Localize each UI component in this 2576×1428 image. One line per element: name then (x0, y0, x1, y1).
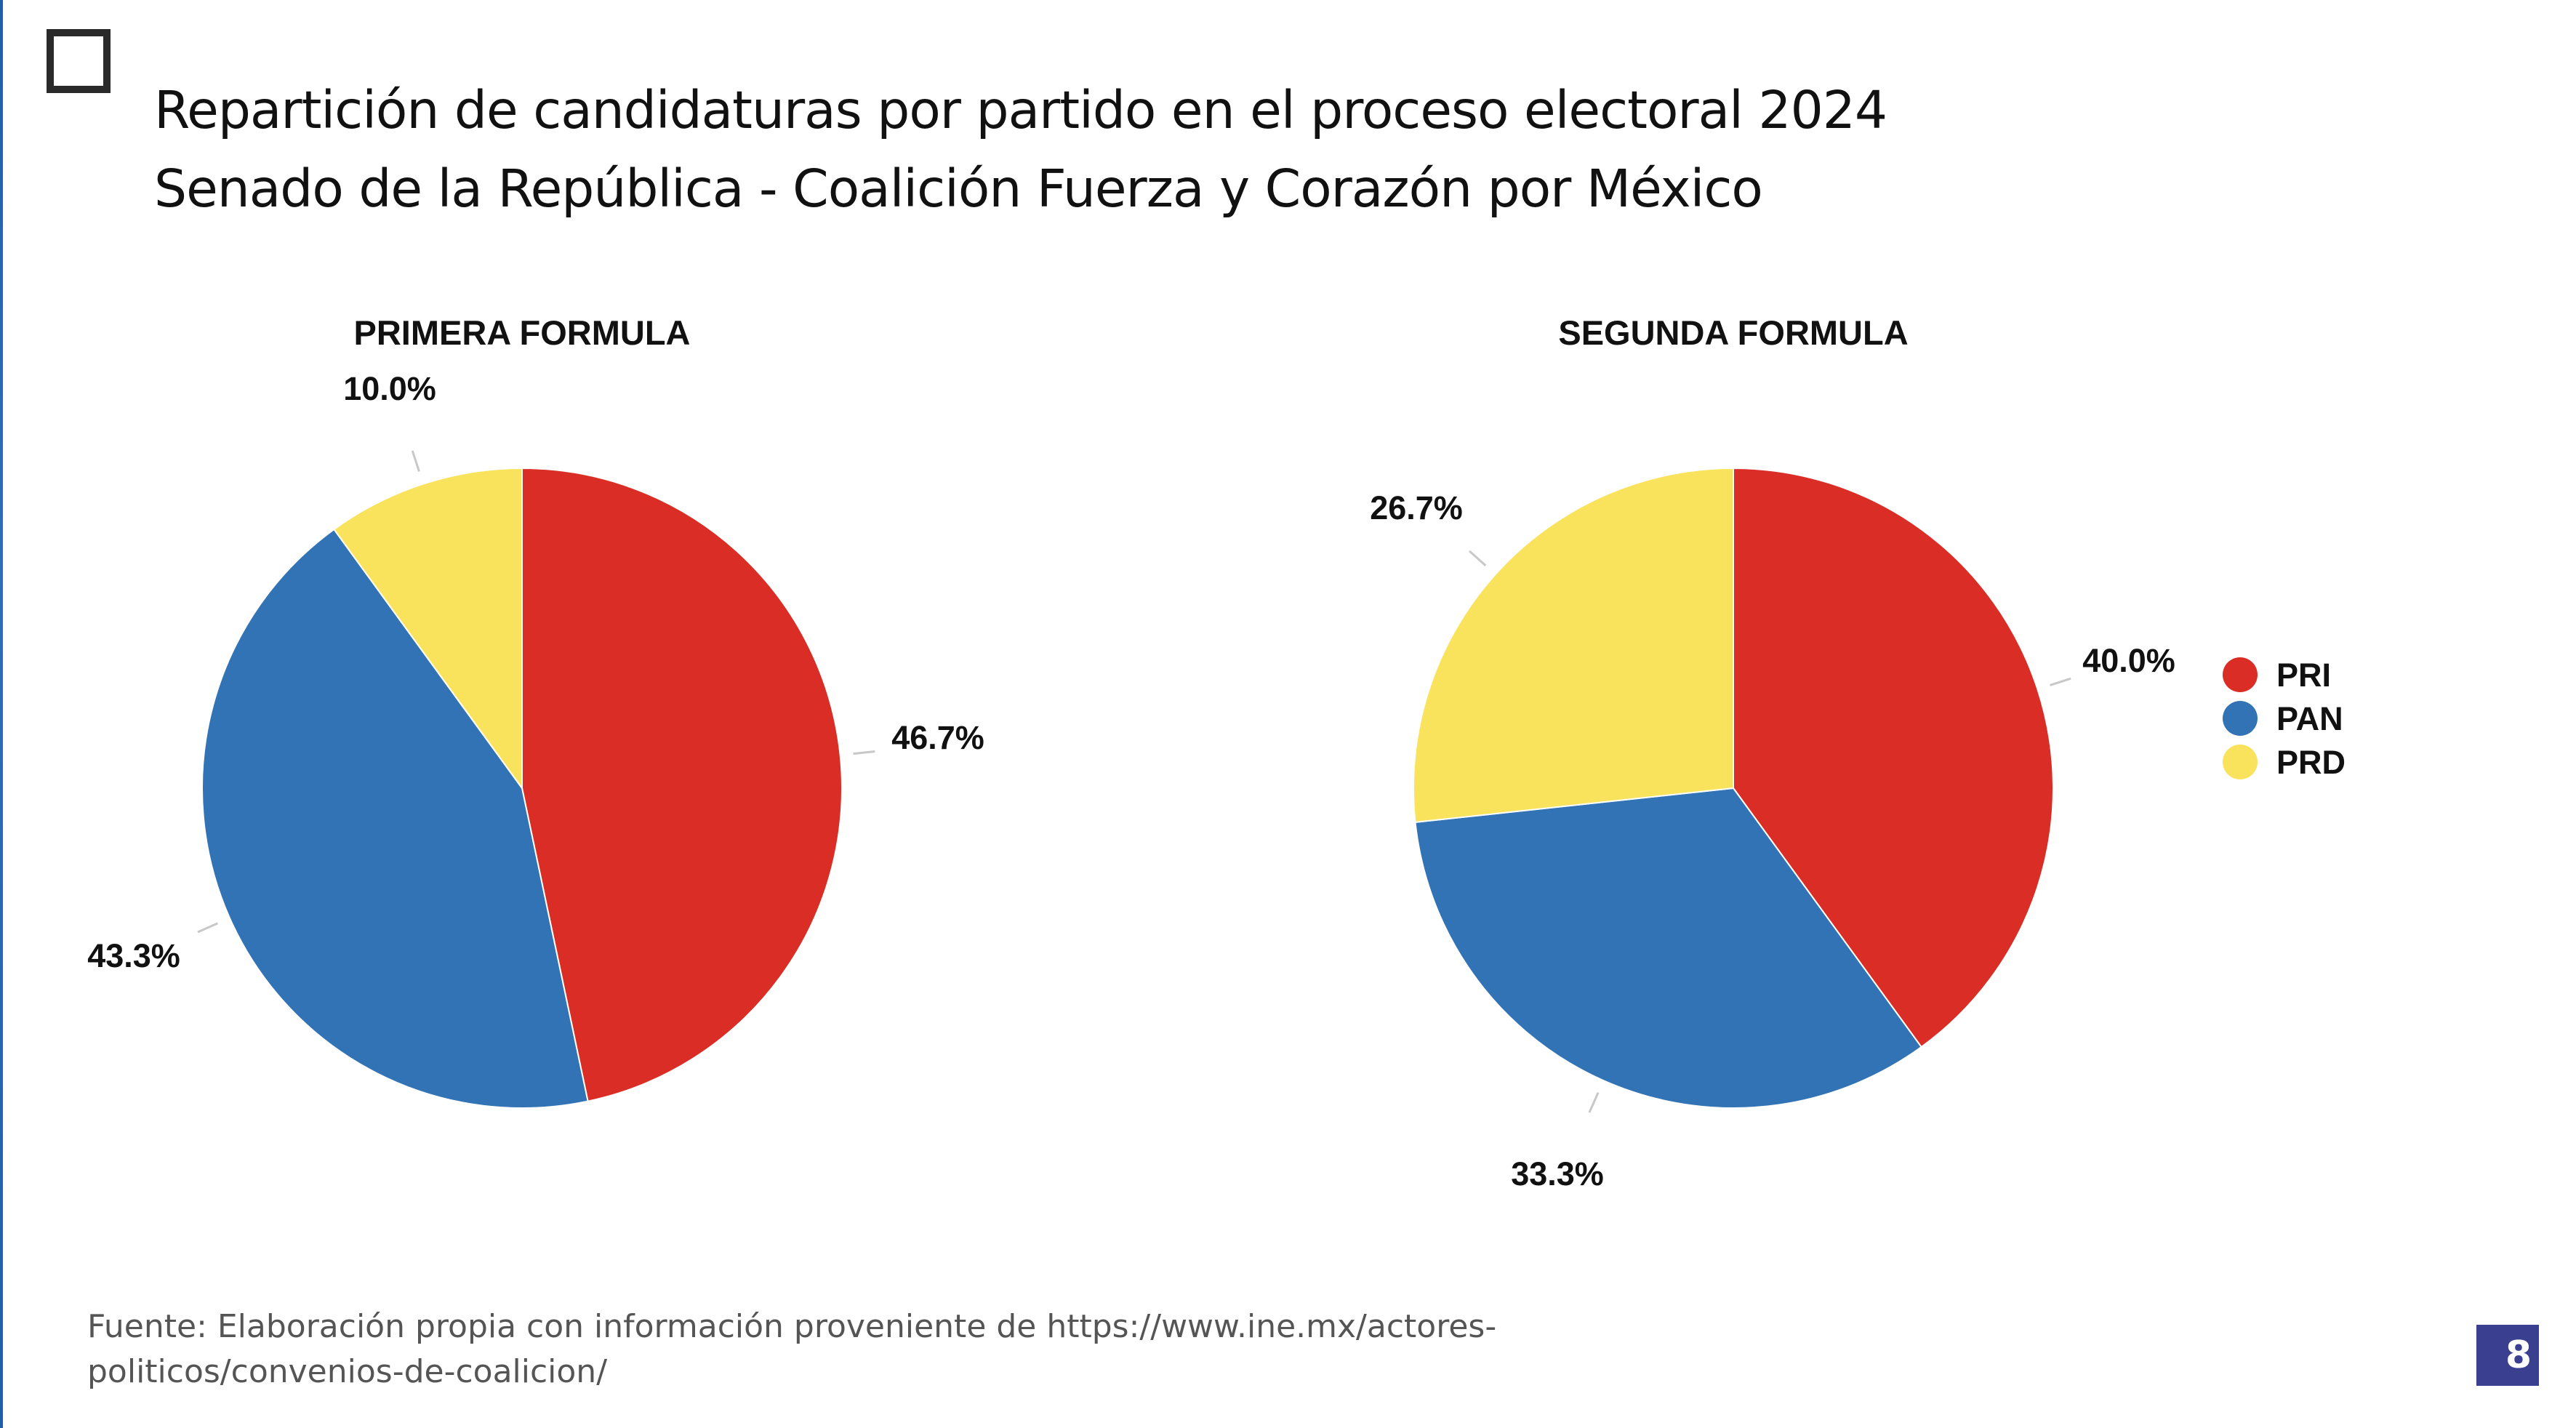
slide-left-edge (0, 0, 3, 1428)
legend-swatch-prd (2223, 745, 2258, 779)
checkbox-icon[interactable] (47, 29, 111, 93)
leader-line-prd (1469, 550, 1487, 567)
data-label-pan: 43.3% (87, 937, 180, 974)
leader-line-pan (197, 922, 219, 934)
legend-label-pan: PAN (2276, 700, 2343, 737)
pie-slice-prd (332, 467, 523, 791)
data-label-pri: 40.0% (2082, 642, 2175, 679)
leader-line-pri (853, 750, 875, 755)
chart-title-2: SEGUNDA FORMULA (1558, 313, 1908, 352)
pie-slice-prd (1413, 467, 1734, 824)
pie-slice-pan (201, 528, 589, 1109)
leader-line-prd (411, 450, 420, 472)
slide-title: Repartición de candidaturas por partido … (154, 71, 1887, 228)
source-line-1: Fuente: Elaboración propia con informaci… (87, 1308, 1497, 1345)
leader-line-pan (1588, 1091, 1600, 1113)
pie-slice-pan (1414, 787, 1923, 1110)
data-label-pri: 46.7% (891, 719, 984, 756)
legend-label-prd: PRD (2276, 744, 2346, 781)
source-line-2: politicos/convenios-de-coalicion/ (87, 1353, 608, 1390)
source-note: Fuente: Elaboración propia con informaci… (87, 1304, 1541, 1395)
pie-slice-pri (521, 467, 843, 1102)
page-number: 8 (2476, 1325, 2539, 1386)
data-label-prd: 10.0% (343, 370, 436, 407)
title-line-2: Senado de la República - Coalición Fuerz… (154, 159, 1763, 219)
chart-title-1: PRIMERA FORMULA (353, 313, 690, 352)
legend-label-pri: PRI (2276, 657, 2331, 694)
data-label-prd: 26.7% (1370, 489, 1463, 526)
legend-swatch-pri (2223, 657, 2258, 692)
pie-slice-pri (1733, 467, 2055, 1048)
leader-line-pri (2050, 677, 2071, 686)
legend-swatch-pan (2223, 701, 2258, 736)
title-line-1: Repartición de candidaturas por partido … (154, 80, 1887, 140)
data-label-pan: 33.3% (1511, 1155, 1604, 1192)
